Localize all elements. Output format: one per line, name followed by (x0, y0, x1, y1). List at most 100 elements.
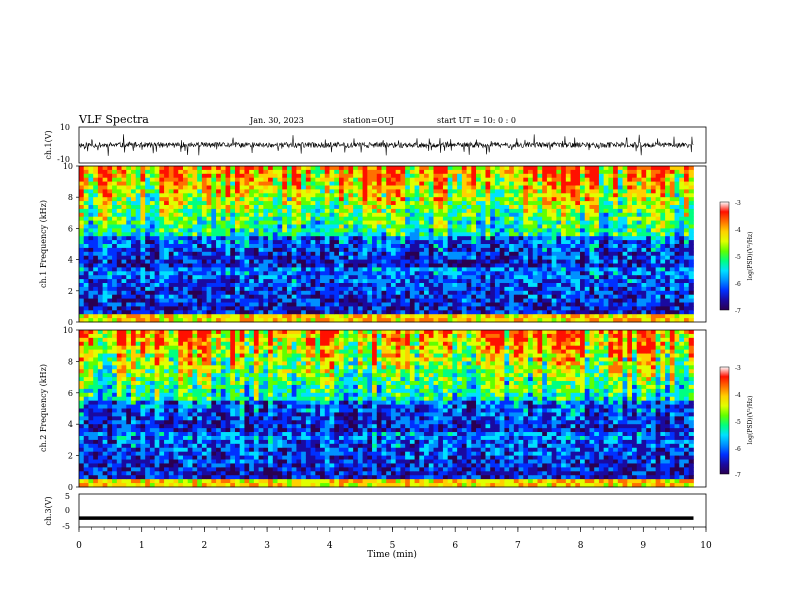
ch1-spec-cell (338, 181, 345, 186)
ch1-spec-cell (362, 310, 368, 315)
ch1-spec-cell (409, 166, 415, 171)
ch1-spec-cell (471, 286, 477, 292)
ch1-spec-cell (518, 259, 524, 264)
ch1-spec-cell (636, 181, 642, 186)
ch1-spec-cell (471, 318, 477, 323)
ch1-spec-cell (589, 216, 595, 221)
ch1-spec-cell (608, 302, 614, 307)
ch1-spec-cell (641, 286, 647, 292)
ch1-spec-cell (164, 201, 170, 206)
ch1-spec-cell (509, 208, 515, 214)
ch1-spec-cell (220, 267, 226, 272)
ch1-spec-cell (513, 236, 519, 241)
ch1-spec-cell (641, 259, 647, 264)
ch1-spec-cell (206, 185, 212, 190)
ch1-spec-cell (419, 318, 425, 323)
ch1-spec-cell (438, 232, 444, 237)
ch1-spec-cell (438, 275, 444, 280)
ch1-spec-cell (622, 294, 628, 299)
ch1-spec-cell (112, 275, 118, 280)
ch1-spec-cell (395, 240, 401, 245)
ch1-spec-cell (93, 189, 99, 194)
ch1-spec-cell (296, 228, 302, 233)
ch1-spec-cell (589, 197, 595, 202)
ch1-spec-cell (546, 169, 553, 175)
ch1-spec-cell (660, 185, 666, 190)
ch1-spec-cell (499, 220, 505, 225)
ch1-spec-cell (646, 302, 652, 307)
ch1-spec-cell (225, 166, 231, 171)
ch1-spec-cell (296, 173, 302, 179)
ch1-spec-cell (225, 298, 231, 303)
ch1-spec-cell (485, 177, 491, 182)
ch1-spec-cell (424, 201, 430, 206)
ch1-spec-cell (263, 197, 269, 202)
ch1-spec-cell (324, 271, 330, 276)
ch1-spec-cell (201, 298, 208, 303)
ch1-spec-cell (494, 212, 501, 218)
ch1-spec-cell (438, 283, 444, 288)
ch1-spec-cell (277, 306, 283, 311)
ch1-spec-cell (107, 232, 113, 237)
ch1-spec-cell (367, 279, 373, 284)
ch1-spec-cell (594, 189, 600, 194)
ch1-spec-cell (334, 271, 340, 276)
ch1-spec-cell (329, 181, 335, 186)
ch1-spec-cell (239, 197, 245, 202)
ch1-spec-cell (320, 216, 326, 221)
ch1-spec-cell (457, 290, 463, 296)
ch1-spec-cell (79, 193, 85, 198)
ch1-spec-cell (480, 314, 486, 319)
ch1-spec-cell (480, 205, 486, 210)
ch1-spec-cell (523, 173, 529, 179)
ch1-spec-cell (145, 201, 151, 206)
ch1-spec-cell (650, 306, 657, 311)
ch1-spec-cell (490, 279, 496, 284)
ch1-spec-cell (310, 259, 316, 264)
ch1-spec-cell (93, 302, 99, 307)
ch1-spec-cell (598, 294, 605, 299)
ch1-spec-cell (102, 244, 108, 249)
ch1-spec-cell (565, 177, 571, 182)
ch1-spec-cell (258, 193, 264, 198)
ch1-spec-cell (187, 205, 193, 210)
ch1-spec-cell (424, 216, 430, 221)
ch1-spec-cell (116, 189, 122, 194)
ch1-spec-cell (613, 224, 619, 229)
ch1-spec-cell (211, 244, 217, 249)
ch1-spec-cell (646, 166, 652, 171)
ch1-spec-cell (244, 294, 250, 299)
ch1-spec-cell (433, 220, 439, 225)
ch1-spec-cell (646, 201, 652, 206)
ch1-spec-cell (485, 173, 491, 179)
ch1-spec-cell (414, 201, 420, 206)
ch1-spec-cell (537, 185, 543, 190)
ch1-spec-cell (130, 185, 137, 190)
ch1-spec-cell (329, 177, 335, 182)
ch1-spec-cell (324, 240, 330, 245)
ch1-spec-cell (424, 294, 430, 299)
ch1-spec-cell (220, 263, 226, 268)
ch1-spec-cell (570, 318, 576, 323)
ch1-spec-cell (381, 286, 387, 292)
ch1-spec-cell (636, 263, 642, 268)
ch1-spec-cell (632, 275, 638, 280)
ch1-spec-cell (249, 177, 255, 182)
ch1-spec-cell (149, 236, 156, 241)
ch1-spec-cell (655, 255, 661, 260)
ch1-spec-cell (140, 212, 146, 218)
ch1-spec-cell (409, 306, 415, 311)
ch1-spec-cell (197, 216, 203, 221)
ch1-spec-cell (348, 169, 354, 175)
ch1-spec-cell (575, 271, 581, 276)
ch1-spec-cell (192, 259, 198, 264)
ch1-spec-cell (135, 263, 141, 268)
ch1-spec-cell (428, 240, 434, 245)
ch1-spec-cell (636, 224, 642, 229)
ch1-spec-cell (159, 166, 165, 171)
ch1-spec-cell (400, 279, 406, 284)
ch1-spec-cell (405, 255, 411, 260)
ch1-spec-cell (93, 197, 99, 202)
ch1-spec-cell (461, 251, 467, 257)
ch1-spec-cell (485, 290, 491, 296)
